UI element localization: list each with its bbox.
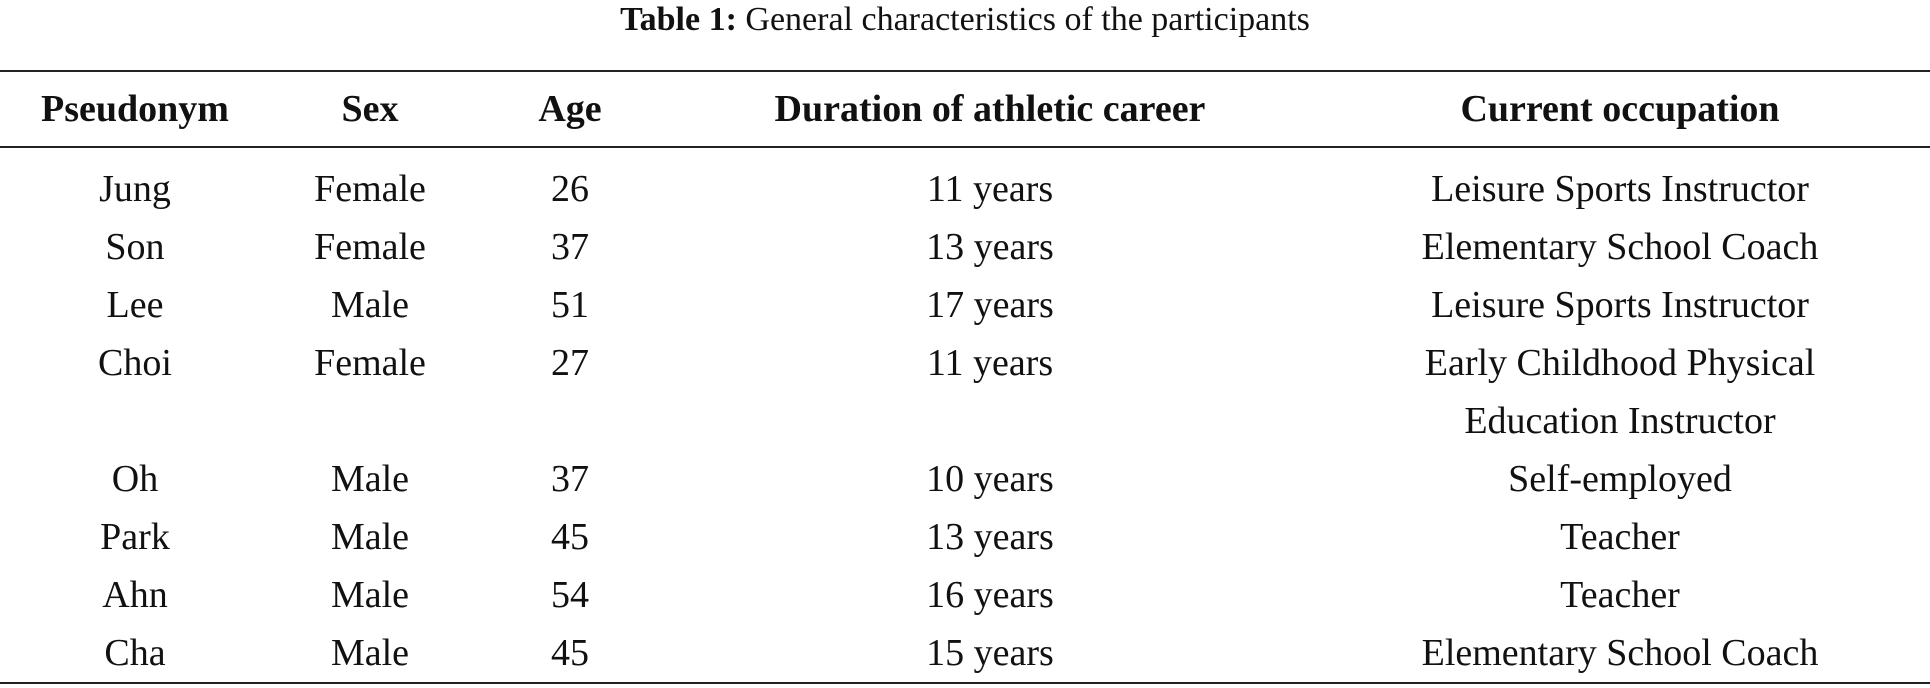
header-cell: Pseudonym — [41, 88, 229, 130]
table-cell: Male — [330, 284, 410, 326]
table-cell: Ahn — [102, 574, 168, 616]
table-cell: Male — [330, 516, 410, 558]
table-row: Ahn Male 54 16 years Teacher — [0, 566, 1930, 624]
table-cell: Lee — [106, 284, 164, 326]
table-row: Lee Male 51 17 years Leisure Sports Instruct… — [0, 276, 1930, 334]
table-cell: Male — [330, 632, 410, 674]
table-cell: Son — [105, 226, 165, 268]
table-cell: 45 — [551, 632, 589, 674]
table-cell: 37 — [551, 226, 589, 268]
table-cell: Leisure Sports Instructor — [1431, 168, 1809, 210]
table-cell: 13 years — [926, 516, 1054, 558]
table-cell: 11 years — [926, 168, 1054, 210]
table-header: Pseudonym Sex Age Duration of athletic care… — [0, 71, 1930, 147]
table-cell: Choi — [98, 342, 172, 384]
table-caption: Table 1: General characteristics of the … — [0, 0, 1930, 40]
table-cell: 45 — [551, 516, 589, 558]
table-cell: 17 years — [926, 284, 1054, 326]
table-row: Park Male 45 13 years Teacher — [0, 508, 1930, 566]
header-cell: Current occupation — [1460, 88, 1780, 130]
table-cell: 27 — [551, 342, 589, 384]
table-row: Choi Female 27 11 years Early Childhood Phys… — [0, 334, 1930, 450]
table-cell: Early Childhood Physical Education Instr… — [1424, 342, 1816, 442]
table-row: Oh Male 37 10 years Self-employed — [0, 450, 1930, 508]
table-cell: 11 years — [926, 342, 1054, 384]
header-cell: Age — [538, 88, 602, 130]
table-cell: Cha — [104, 632, 166, 674]
table-body: Jung Female 26 11 years Leisure Sports Instr… — [0, 147, 1930, 683]
table-cell: Leisure Sports Instructor — [1431, 284, 1809, 326]
table-cell: Park — [100, 516, 170, 558]
table-cell: 15 years — [926, 632, 1054, 674]
header-cell: Duration of athletic career — [774, 88, 1206, 130]
table-cell: Teacher — [1560, 574, 1680, 616]
table-cell: Teacher — [1560, 516, 1680, 558]
table-cell: 51 — [551, 284, 589, 326]
table-row: Cha Male 45 15 years Elementary School Coach — [0, 624, 1930, 683]
header-row: Pseudonym Sex Age Duration of athletic care… — [0, 71, 1930, 147]
table-cell: Female — [314, 226, 426, 268]
table-cell: Elementary School Coach — [1421, 226, 1819, 268]
caption-text: General characteristics of the participa… — [745, 1, 1310, 38]
table-cell: Male — [330, 458, 410, 500]
header-cell: Sex — [341, 88, 399, 130]
table-cell: 16 years — [926, 574, 1054, 616]
table-cell: Self-employed — [1508, 458, 1732, 500]
table-cell: 26 — [551, 168, 589, 210]
table-row: Son Female 37 13 years Elementary School Coa… — [0, 218, 1930, 276]
table-cell: 10 years — [926, 458, 1054, 500]
table-cell: Female — [314, 168, 426, 210]
table-cell: 54 — [551, 574, 589, 616]
table-cell: Female — [314, 342, 426, 384]
table-row: Jung Female 26 11 years Leisure Sports Instr… — [0, 147, 1930, 218]
table-cell: Elementary School Coach — [1421, 632, 1819, 674]
table-cell: Oh — [111, 458, 159, 500]
caption-label: Table 1: — [620, 1, 737, 38]
table-cell: Male — [330, 574, 410, 616]
table-cell: 13 years — [926, 226, 1054, 268]
table-cell: Jung — [99, 168, 171, 210]
table-cell: 37 — [551, 458, 589, 500]
table: Pseudonym Sex Age Duration of athletic care… — [0, 70, 1930, 684]
